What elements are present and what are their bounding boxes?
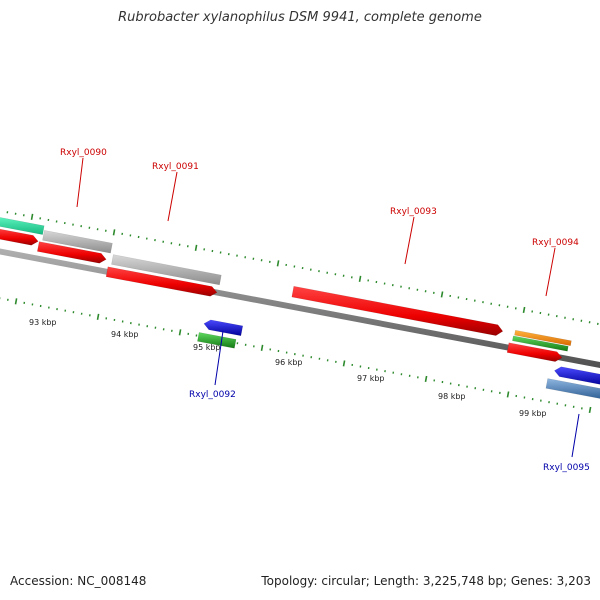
leader-0091 — [167, 171, 178, 222]
genome-summary-text: Topology: circular; Length: 3,225,748 bp… — [261, 574, 591, 588]
scale-label-96: 96 kbp — [275, 358, 303, 367]
forward-tick — [30, 213, 34, 220]
reverse-tick — [96, 313, 100, 320]
feature-green-0094[interactable] — [512, 335, 569, 352]
forward-tick — [194, 244, 198, 251]
reverse-tick — [342, 360, 346, 367]
forward-tick — [112, 229, 116, 236]
reverse-tick — [260, 344, 264, 351]
reverse-tick — [506, 391, 510, 398]
map-title: Rubrobacter xylanophilus DSM 9941, compl… — [118, 10, 482, 25]
gene-label-0092[interactable]: Rxyl_0092 — [189, 390, 236, 400]
feature-steelblue-0095[interactable] — [545, 378, 600, 400]
leader-0092 — [214, 330, 224, 386]
scale-label-97: 97 kbp — [357, 374, 385, 383]
scale-label-93: 93 kbp — [29, 318, 57, 327]
cds-red-0093[interactable] — [291, 285, 504, 336]
feature-teal-left[interactable] — [0, 217, 45, 235]
cds-red-left[interactable] — [0, 228, 39, 246]
feature-gray-left[interactable] — [42, 230, 113, 254]
forward-tick — [276, 260, 280, 267]
forward-tick-track — [6, 211, 599, 326]
reverse-tick — [14, 298, 18, 305]
feature-green-0092[interactable] — [197, 332, 237, 349]
feature-layer — [0, 217, 600, 400]
reverse-tick — [588, 406, 592, 414]
cds-red-0094[interactable] — [506, 342, 563, 362]
leader-0090 — [76, 157, 84, 208]
accession-text: Accession: NC_008148 — [10, 574, 147, 588]
cds-red-0091[interactable] — [105, 266, 218, 297]
scale-label-94: 94 kbp — [111, 330, 139, 339]
reverse-tick-track — [0, 297, 592, 414]
scale-label-95: 95 kbp — [193, 343, 221, 352]
cds-blue-0092[interactable] — [203, 319, 244, 337]
scale-label-98: 98 kbp — [438, 392, 466, 401]
leader-0094 — [545, 247, 556, 297]
forward-tick — [358, 275, 362, 282]
leader-0093 — [404, 216, 415, 265]
forward-tick — [522, 306, 526, 314]
cds-blue-0095[interactable] — [554, 366, 600, 386]
forward-tick — [440, 291, 444, 298]
gene-label-0091[interactable]: Rxyl_0091 — [152, 162, 199, 172]
feature-gray-0091[interactable] — [111, 254, 222, 286]
gene-label-0090[interactable]: Rxyl_0090 — [60, 148, 107, 158]
feature-orange-0094[interactable] — [514, 329, 572, 346]
gene-label-0095[interactable]: Rxyl_0095 — [543, 463, 590, 473]
scale-label-99: 99 kbp — [519, 409, 547, 418]
gene-label-0093[interactable]: Rxyl_0093 — [390, 207, 437, 217]
gene-label-0094[interactable]: Rxyl_0094 — [532, 238, 579, 248]
leader-0095 — [571, 413, 580, 458]
cds-red-0090[interactable] — [37, 241, 107, 264]
reverse-tick — [424, 375, 428, 383]
reverse-tick — [178, 329, 182, 336]
